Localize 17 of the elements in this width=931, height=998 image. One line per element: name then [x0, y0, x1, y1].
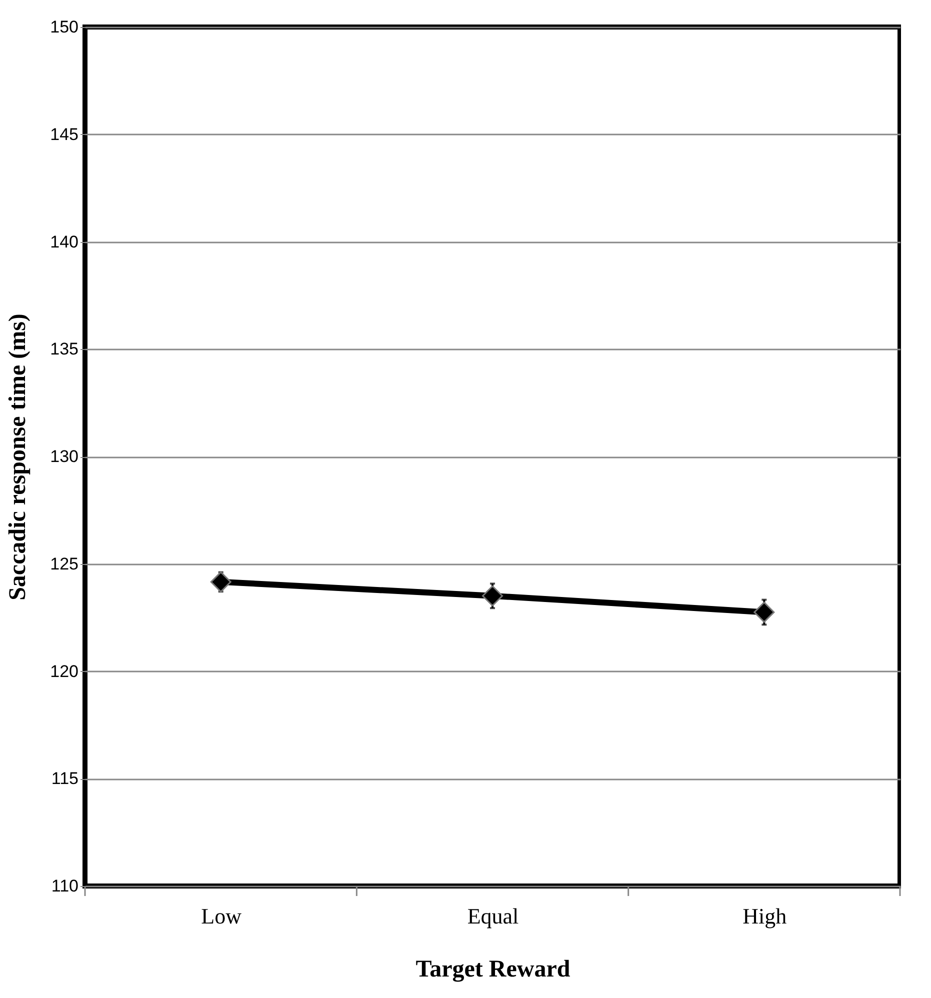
y-tick-label: 110 [51, 876, 78, 896]
y-tick-label: 115 [51, 769, 78, 788]
y-tick-label: 120 [50, 662, 78, 681]
x-axis-title: Target Reward [416, 956, 571, 982]
y-tick-label: 125 [50, 554, 78, 574]
y-tick-label: 150 [50, 18, 78, 36]
point [754, 602, 775, 623]
y-tick-label: 130 [50, 447, 78, 466]
y-tick-label: 145 [50, 124, 78, 144]
y-tick-label: 140 [50, 232, 78, 252]
point [482, 585, 503, 606]
y-axis-title: Saccadic response time (ms) [5, 314, 32, 600]
x-tick-label: Equal [467, 904, 519, 928]
x-tick-label: Low [201, 904, 242, 928]
point [210, 571, 232, 592]
x-tick-label: High [742, 904, 787, 928]
y-tick-label: 135 [50, 340, 78, 359]
